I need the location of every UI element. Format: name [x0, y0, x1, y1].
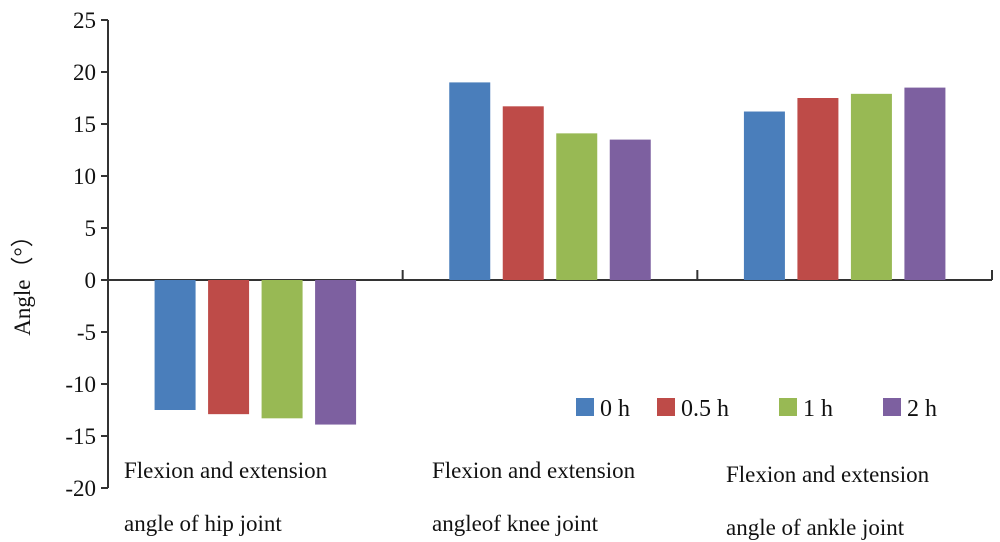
y-tick-label: 10 — [73, 164, 96, 189]
legend-label: 0.5 h — [681, 396, 729, 422]
bar-1-h-0 — [261, 280, 303, 419]
bar-0-h-0 — [154, 280, 196, 410]
bar-1-h-1 — [556, 133, 598, 280]
bar-0-5-h-0 — [208, 280, 250, 415]
bar-0-5-h-1 — [502, 106, 544, 280]
bar-0-h-1 — [449, 82, 491, 281]
category-labels: Flexion and extension angle of hip joint F… — [124, 458, 930, 540]
category-label: Flexion and extension — [432, 458, 636, 483]
category-label: Flexion and extension — [124, 458, 328, 483]
y-axis-title: Angle（°） — [10, 224, 35, 335]
category-label: angleof knee joint — [432, 511, 599, 536]
legend-label: 2 h — [907, 396, 937, 422]
bar-2-h-2 — [904, 87, 946, 280]
bar-2-h-1 — [609, 139, 651, 280]
y-tick-label: 25 — [73, 8, 96, 33]
y-tick-label: -5 — [77, 320, 96, 345]
legend-swatch — [883, 398, 901, 416]
y-tick-label: 20 — [73, 60, 96, 85]
y-tick-label: 0 — [85, 268, 97, 293]
category-separators — [401, 270, 993, 280]
bar-1-h-2 — [850, 93, 892, 280]
y-tick-label: -15 — [65, 424, 96, 449]
legend-label: 0 h — [600, 396, 630, 422]
y-axis-ticks: -20 -15 -10 -5 0 5 10 15 20 25 — [65, 8, 108, 501]
y-tick-label: -10 — [65, 372, 96, 397]
legend: 0 h 0.5 h 1 h 2 h — [576, 396, 937, 422]
y-tick-label: 15 — [73, 112, 96, 137]
category-label: angle of hip joint — [124, 511, 282, 536]
y-tick-label: 5 — [85, 216, 97, 241]
bar-2-h-0 — [315, 280, 357, 425]
legend-swatch — [657, 398, 675, 416]
bars — [154, 82, 946, 425]
bar-0-h-2 — [743, 111, 785, 281]
legend-swatch — [576, 398, 594, 416]
legend-swatch — [779, 398, 797, 416]
category-label: Flexion and extension — [726, 462, 930, 487]
y-tick-label: -20 — [65, 476, 96, 501]
category-label: angle of ankle joint — [726, 515, 905, 540]
bar-0-5-h-2 — [797, 98, 839, 280]
legend-label: 1 h — [803, 396, 833, 422]
